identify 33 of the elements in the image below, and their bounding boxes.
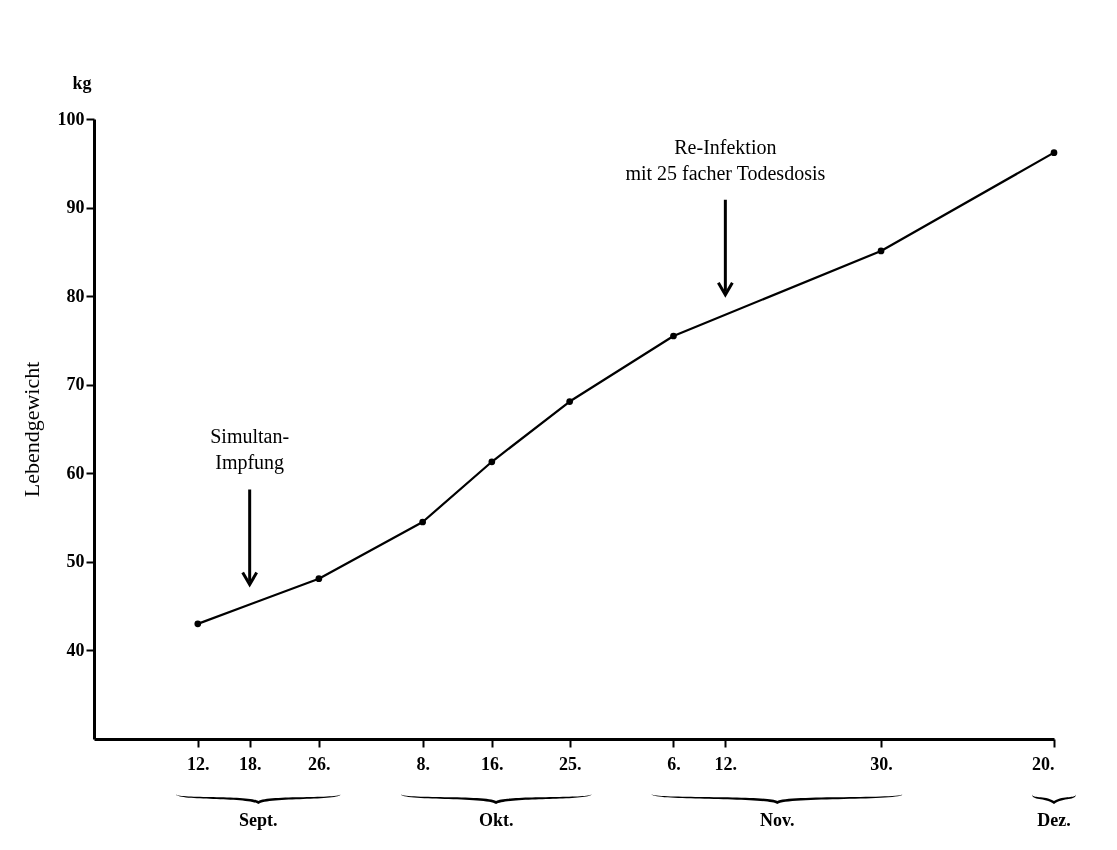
point	[566, 398, 574, 405]
text: Okt.	[478, 810, 514, 830]
x-tick-label: 12.	[714, 753, 738, 774]
x-tick-label: 8.	[416, 753, 430, 774]
text: kg	[72, 73, 92, 93]
x-tick-label: 20.	[1032, 753, 1055, 774]
y-tick-label: 90	[66, 197, 85, 218]
y-tick-label: 40	[66, 639, 85, 660]
x-tick-label: 26.	[308, 753, 331, 774]
y-axis-title: Lebendgewicht	[18, 361, 44, 498]
y-tick-label: 50	[66, 551, 85, 572]
text: Nov.	[759, 810, 795, 830]
y-tick-label: 80	[66, 285, 85, 306]
x-tick-label: 16.	[481, 753, 504, 774]
x-tick-label: 30.	[870, 753, 893, 774]
point	[315, 575, 323, 583]
x-tick-label: 12.	[187, 753, 210, 774]
point	[1050, 149, 1058, 156]
annotation: Simultan- Impfung	[210, 425, 290, 475]
point	[194, 620, 202, 628]
y-tick-label: 100	[57, 108, 85, 129]
text: Dez.	[1037, 810, 1071, 830]
x-tick-label: 18.	[238, 753, 262, 774]
point	[670, 332, 677, 340]
point	[877, 247, 885, 255]
x-tick-label: 25.	[558, 753, 582, 774]
annotation: Re-Infektion mit 25 facher Todesdosis	[625, 135, 826, 184]
point	[419, 518, 426, 526]
y-tick-label: 70	[66, 374, 85, 395]
text: Sept.	[239, 810, 278, 830]
y-tick-label: 60	[66, 462, 85, 483]
point	[488, 458, 496, 466]
x-tick-label: 6.	[667, 753, 681, 774]
